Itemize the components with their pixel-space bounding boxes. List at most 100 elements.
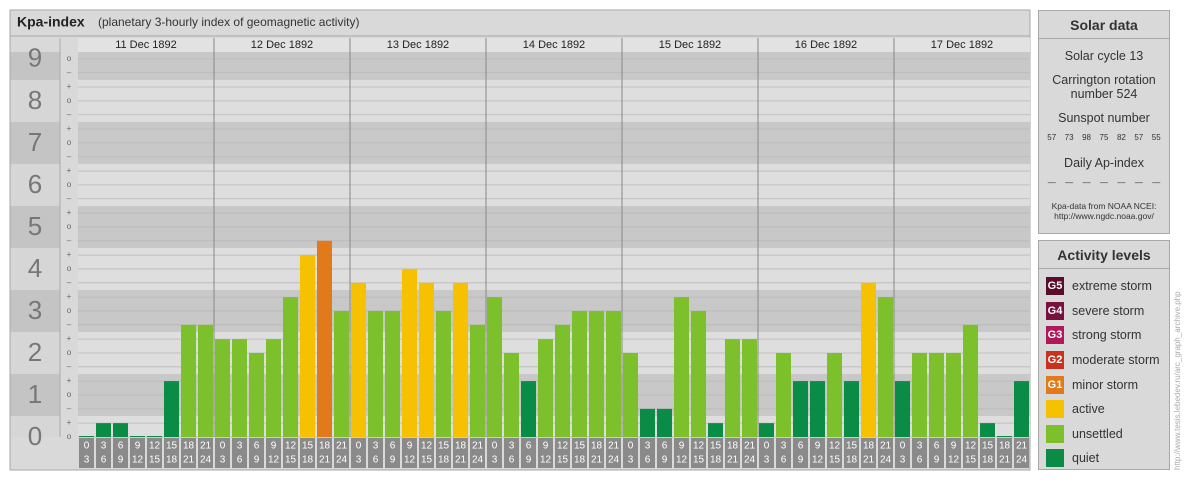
- bar: [742, 339, 757, 437]
- legend-swatch: G5: [1046, 277, 1064, 296]
- sunspot-value: 57: [1134, 133, 1144, 142]
- bar: [96, 423, 111, 437]
- bin-box: [572, 438, 587, 468]
- bin-box: [385, 438, 400, 468]
- bin-end: 21: [455, 455, 467, 466]
- legend-item: unsettled: [1039, 422, 1169, 447]
- bar: [895, 381, 910, 437]
- bin-end: 6: [781, 455, 787, 466]
- bin-start: 0: [492, 441, 498, 452]
- bin-box: [198, 438, 213, 468]
- bin-start: 0: [900, 441, 906, 452]
- bar: [198, 324, 213, 437]
- axis-band: [10, 247, 60, 290]
- bar: [827, 352, 842, 437]
- bar: [402, 268, 417, 437]
- bin-start: 9: [815, 441, 821, 452]
- bin-end: 15: [557, 455, 569, 466]
- bin-box: [793, 438, 808, 468]
- bin-start: 9: [679, 441, 685, 452]
- bar: [419, 282, 434, 437]
- legend-swatch: G1: [1046, 375, 1064, 394]
- bin-end: 18: [574, 455, 586, 466]
- y-minor-label: +: [67, 166, 72, 175]
- bin-end: 9: [934, 455, 940, 466]
- bin-end: 6: [237, 455, 243, 466]
- bin-end: 12: [132, 455, 144, 466]
- y-tick-label: 5: [28, 211, 42, 241]
- kpa-chart: Kpa-index (planetary 3-hourly index of g…: [9, 9, 1031, 471]
- axis-band: [10, 163, 60, 206]
- bin-end: 24: [608, 455, 620, 466]
- bar: [351, 282, 366, 437]
- bin-start: 6: [526, 441, 532, 452]
- bin-box: [113, 438, 128, 468]
- bin-start: 18: [455, 441, 467, 452]
- legend: G5 extreme storm G4 severe storm G3 strong st…: [1039, 269, 1169, 471]
- bar: [79, 436, 94, 437]
- bin-box: [521, 438, 536, 468]
- bin-box: [368, 438, 383, 468]
- legend-label: severe storm: [1072, 303, 1145, 318]
- sunspot-value: 75: [1099, 133, 1109, 142]
- bar: [368, 310, 383, 437]
- bin-box: [674, 438, 689, 468]
- bin-start: 6: [118, 441, 124, 452]
- bar: [266, 339, 281, 437]
- bar: [113, 423, 128, 437]
- bin-box: [266, 438, 281, 468]
- y-minor-label: –: [67, 236, 72, 245]
- bin-start: 15: [166, 441, 178, 452]
- bar: [674, 297, 689, 437]
- bin-box: [283, 438, 298, 468]
- activity-title: Activity levels: [1039, 241, 1169, 269]
- legend-item: active: [1039, 397, 1169, 422]
- bin-end: 24: [472, 455, 484, 466]
- bin-start: 3: [101, 441, 107, 452]
- ap-value: —: [1152, 178, 1161, 187]
- bin-start: 21: [1016, 441, 1028, 452]
- bin-start: 9: [135, 441, 141, 452]
- bin-start: 12: [421, 441, 433, 452]
- y-minor-label: –: [67, 194, 72, 203]
- bin-box: [147, 438, 162, 468]
- bin-end: 9: [390, 455, 396, 466]
- legend-label: strong storm: [1072, 328, 1142, 343]
- bin-end: 12: [540, 455, 552, 466]
- bin-start: 18: [999, 441, 1011, 452]
- bin-end: 21: [863, 455, 875, 466]
- bar: [283, 297, 298, 437]
- chart-subtitle: (planetary 3-hourly index of geomagnetic…: [98, 15, 359, 29]
- bin-end: 21: [727, 455, 739, 466]
- bin-end: 24: [880, 455, 892, 466]
- y-minor-label: o: [67, 264, 72, 273]
- bin-end: 3: [764, 455, 770, 466]
- bar: [980, 423, 995, 437]
- ap-value: —: [1065, 178, 1074, 187]
- bin-box: [776, 438, 791, 468]
- day-label: 17 Dec 1892: [931, 39, 993, 51]
- bin-start: 3: [917, 441, 923, 452]
- bin-start: 12: [829, 441, 841, 452]
- bin-end: 9: [798, 455, 804, 466]
- day-label: 16 Dec 1892: [795, 39, 857, 51]
- bar: [810, 381, 825, 437]
- legend-label: minor storm: [1072, 377, 1138, 392]
- bin-start: 18: [183, 441, 195, 452]
- solar-cycle: Solar cycle 13: [1064, 49, 1144, 63]
- bin-start: 0: [628, 441, 634, 452]
- bar: [470, 324, 485, 437]
- bin-end: 18: [710, 455, 722, 466]
- bin-box: [725, 438, 740, 468]
- bin-start: 18: [591, 441, 603, 452]
- bin-box: [300, 438, 315, 468]
- y-tick-label: 3: [28, 295, 42, 325]
- bin-box: [1014, 438, 1029, 468]
- bin-box: [640, 438, 655, 468]
- y-minor-label: +: [67, 418, 72, 427]
- y-minor-label: +: [67, 376, 72, 385]
- bin-box: [827, 438, 842, 468]
- bin-box: [487, 438, 502, 468]
- bar: [215, 339, 230, 437]
- bin-box: [79, 438, 94, 468]
